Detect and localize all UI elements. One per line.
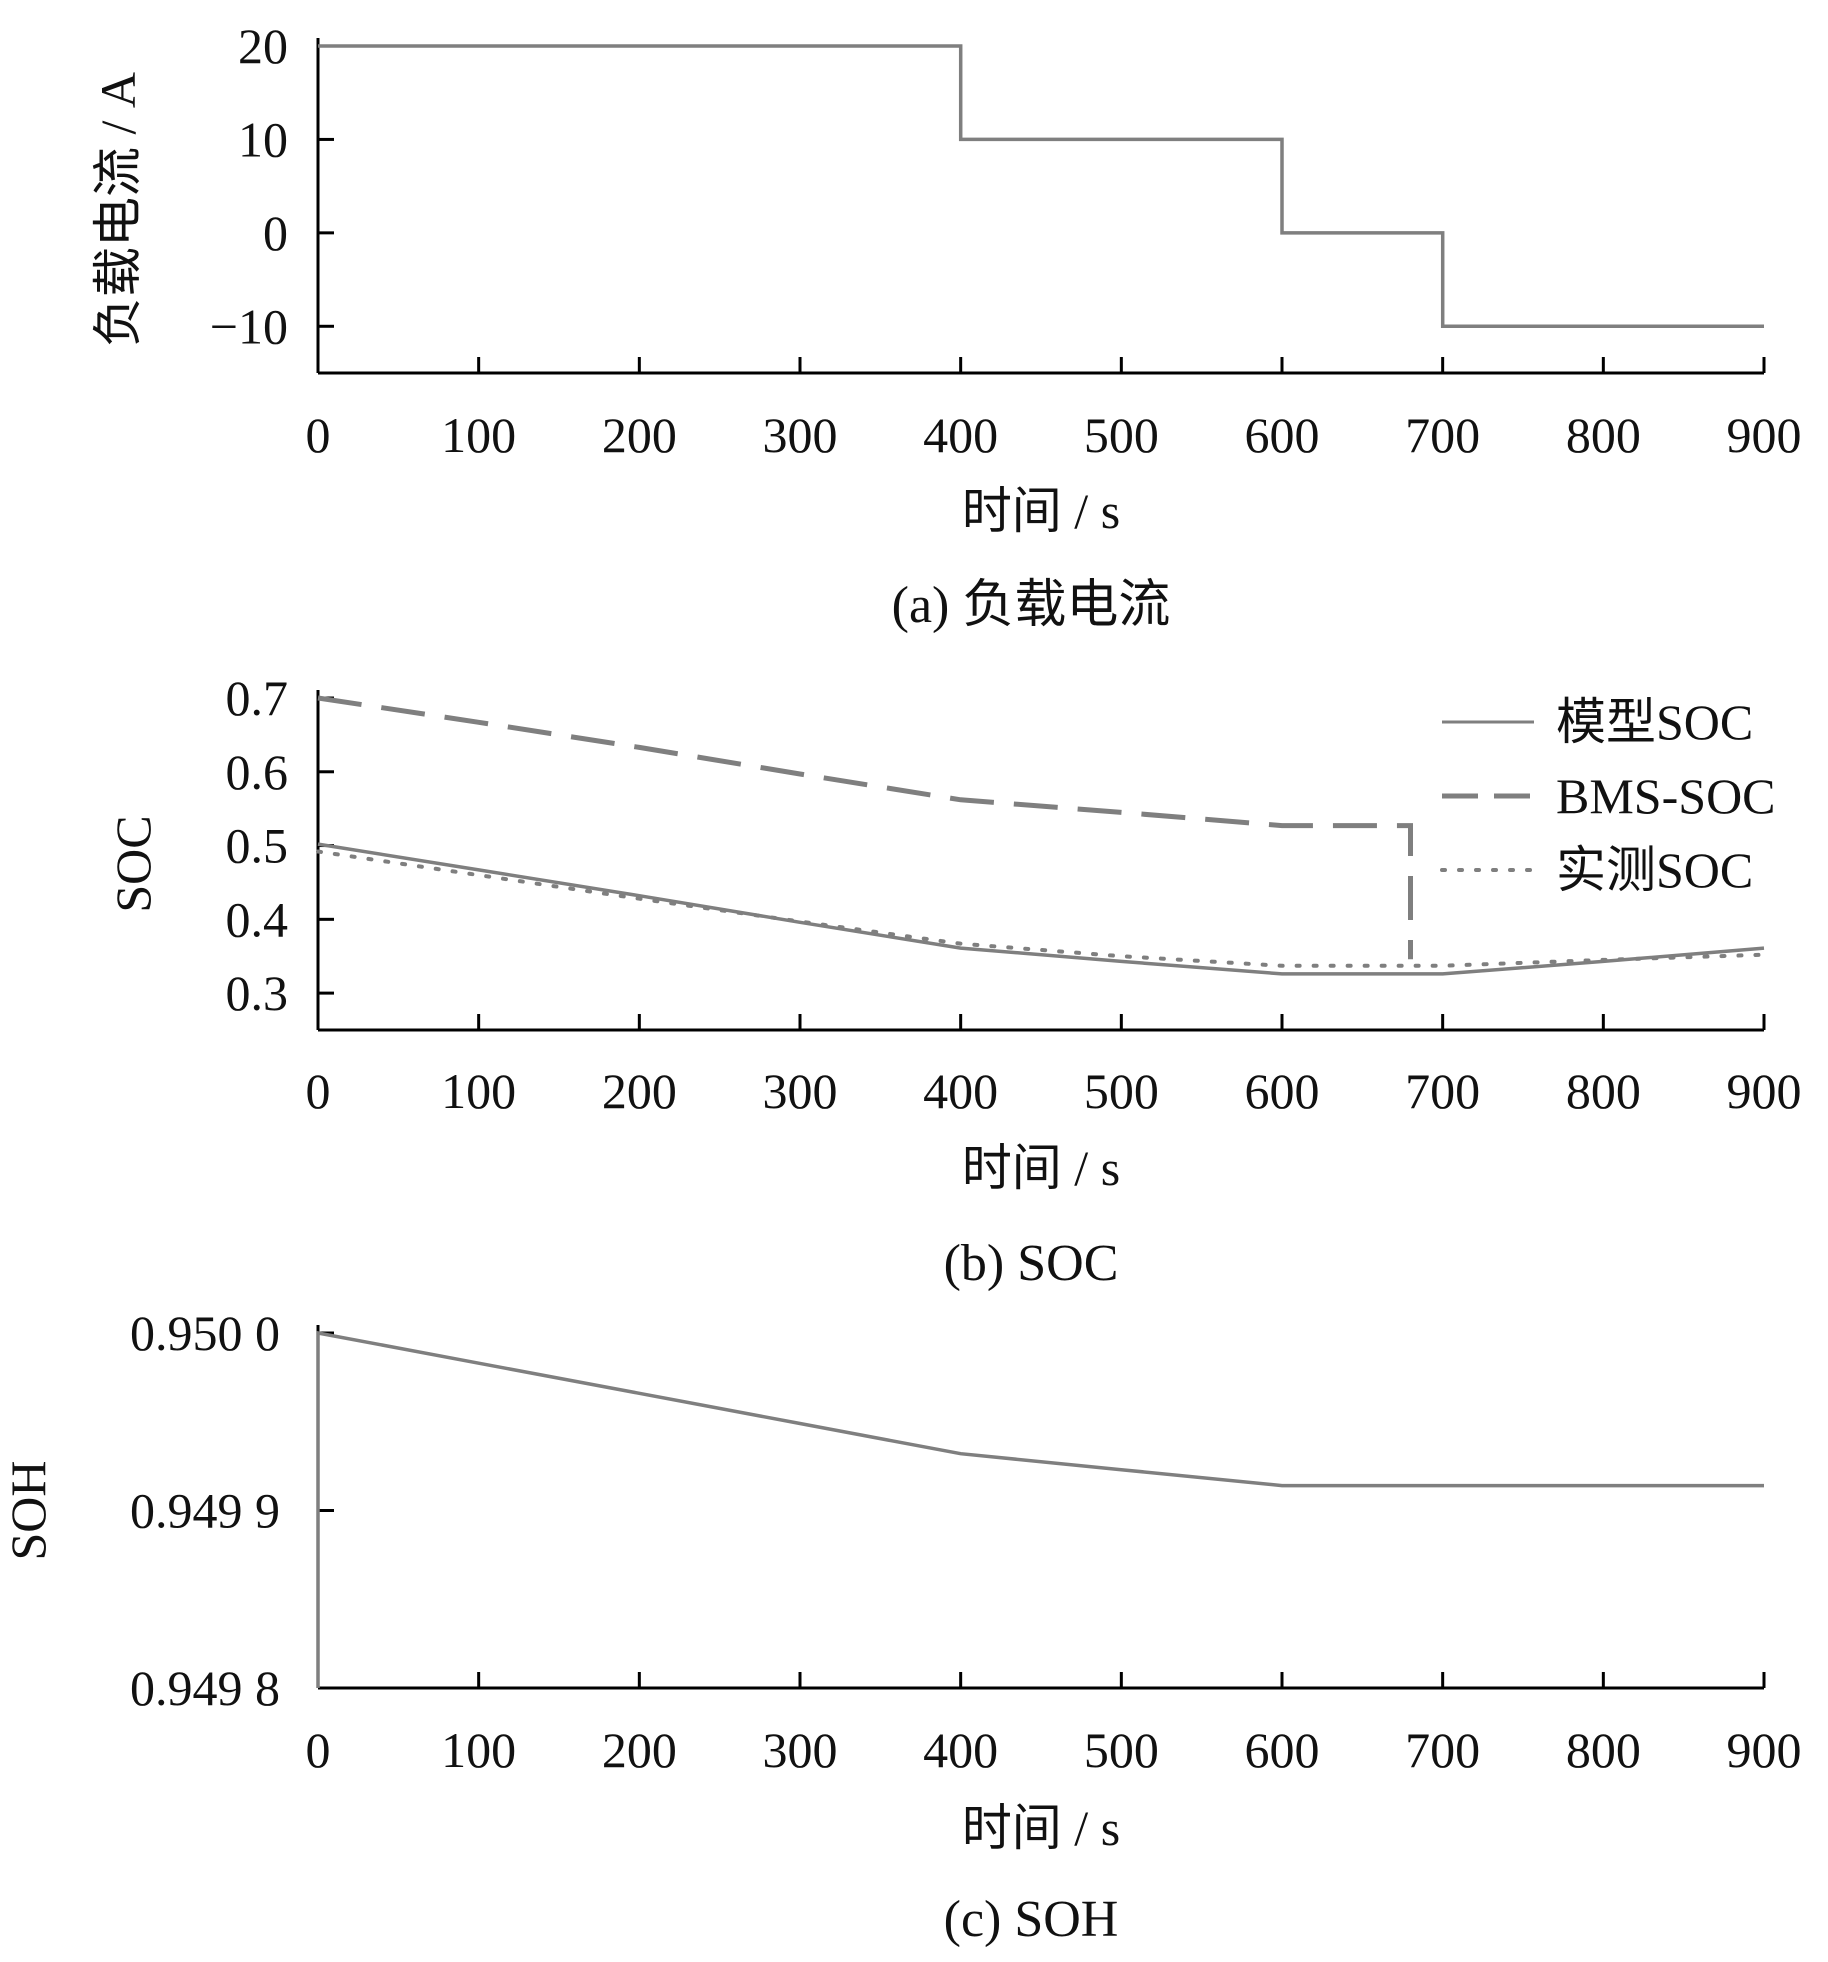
x-tick-label: 500: [1084, 1722, 1159, 1778]
y-tick-label: 10: [238, 111, 288, 167]
x-tick-label: 400: [923, 1722, 998, 1778]
x-tick-label: 0: [306, 1063, 331, 1119]
chart-panel-c: 0 100 200 300 400 500 600 700 800 900 0.950 0 0.949…: [0, 1305, 1802, 1948]
y-tick-label: 0.7: [226, 670, 289, 726]
x-tick-label: 0: [306, 407, 331, 463]
series-line-2: [317, 695, 1413, 960]
x-axis-title: 时间 / s: [962, 1140, 1120, 1196]
x-tick-label: 300: [763, 407, 838, 463]
y-axis-title: 负载电流 / A: [90, 72, 146, 347]
panel-caption: (b) SOC: [944, 1235, 1119, 1292]
x-tick-label: 800: [1566, 1063, 1641, 1119]
x-tick-label: 200: [602, 407, 677, 463]
x-tick-label: 100: [441, 407, 516, 463]
y-tick-label: 0.3: [226, 965, 289, 1021]
y-tick-label: 20: [238, 18, 288, 74]
legend-label: BMS-SOC: [1556, 768, 1776, 824]
y-tick-label: 0.949 9: [130, 1483, 280, 1539]
y-tick-label: 0.6: [226, 744, 289, 800]
x-tick-label: 100: [441, 1063, 516, 1119]
x-axis-title: 时间 / s: [962, 483, 1120, 539]
x-tick-label: 900: [1727, 1722, 1802, 1778]
series-line-1: [316, 1330, 1764, 1688]
x-tick-label: 100: [441, 1722, 516, 1778]
y-axis-title: SOH: [0, 1460, 56, 1560]
x-tick-label: 300: [763, 1063, 838, 1119]
x-tick-label: 600: [1245, 1063, 1320, 1119]
x-tick-label: 700: [1405, 407, 1480, 463]
panel-caption: (c) SOH: [944, 1891, 1119, 1948]
x-tick-label: 900: [1727, 407, 1802, 463]
legend-label: 实测SOC: [1556, 842, 1753, 898]
y-tick-label: 0.949 8: [130, 1660, 280, 1716]
x-tick-label: 500: [1084, 407, 1159, 463]
y-tick-label: 0.4: [226, 891, 289, 947]
x-tick-label: 900: [1727, 1063, 1802, 1119]
x-tick-label: 800: [1566, 1722, 1641, 1778]
series-line-1: [317, 842, 1765, 976]
x-tick-label: 300: [763, 1722, 838, 1778]
x-tick-label: 600: [1245, 1722, 1320, 1778]
y-tick-label: −10: [210, 298, 288, 354]
y-tick-label: 0.5: [226, 818, 289, 874]
y-axis-title: SOC: [105, 815, 161, 912]
y-tick-label: 0: [263, 205, 288, 261]
panel-caption: (a) 负载电流: [892, 577, 1171, 634]
series-line-3: [316, 849, 1766, 968]
x-tick-label: 200: [602, 1722, 677, 1778]
chart-panel-b: 0 100 200 300 400 500 600 700 800 900 0.7 0.6 0.5 0.4…: [105, 670, 1802, 1292]
x-tick-label: 700: [1405, 1722, 1480, 1778]
series-line-1: [318, 44, 1764, 329]
x-tick-label: 800: [1566, 407, 1641, 463]
legend-label: 模型SOC: [1556, 694, 1753, 750]
y-tick-label: 0.950 0: [130, 1305, 280, 1361]
x-tick-label: 600: [1245, 407, 1320, 463]
x-tick-label: 400: [923, 1063, 998, 1119]
x-axis-title: 时间 / s: [962, 1800, 1120, 1856]
x-tick-label: 200: [602, 1063, 677, 1119]
x-tick-label: 500: [1084, 1063, 1159, 1119]
x-tick-label: 700: [1405, 1063, 1480, 1119]
x-tick-label: 0: [306, 1722, 331, 1778]
x-tick-label: 400: [923, 407, 998, 463]
